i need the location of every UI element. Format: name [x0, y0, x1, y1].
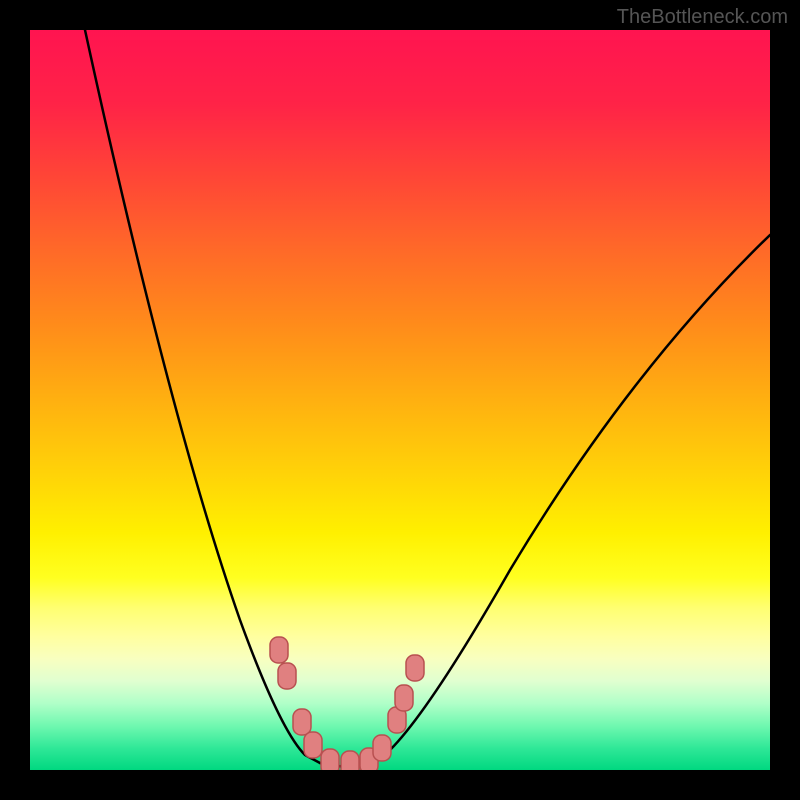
data-marker — [373, 735, 391, 761]
watermark-text: TheBottleneck.com — [617, 6, 788, 29]
chart-svg — [30, 30, 770, 770]
data-marker — [321, 749, 339, 770]
data-marker — [395, 685, 413, 711]
data-marker — [270, 637, 288, 663]
plot-area — [30, 30, 770, 770]
v-curve-right — [375, 235, 770, 763]
data-marker — [341, 751, 359, 770]
data-markers — [270, 637, 424, 770]
data-marker — [406, 655, 424, 681]
data-marker — [304, 732, 322, 758]
data-marker — [293, 709, 311, 735]
data-marker — [278, 663, 296, 689]
